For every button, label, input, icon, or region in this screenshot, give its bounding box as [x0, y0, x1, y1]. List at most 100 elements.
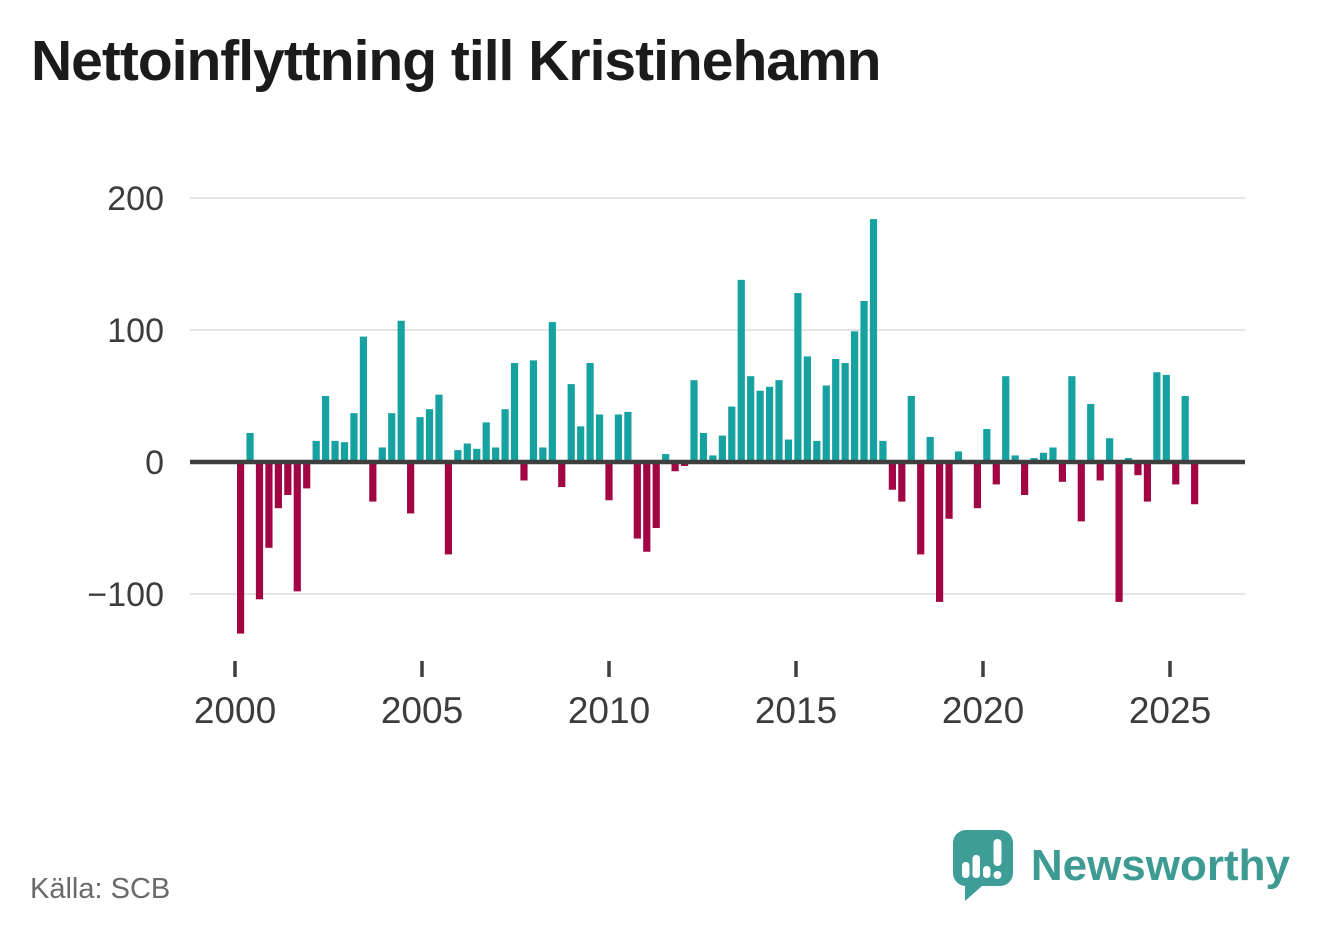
bar-2025-Q2 [1191, 462, 1199, 505]
bar-2009-Q4 [605, 462, 613, 501]
bar-2022-Q2 [1077, 462, 1085, 522]
bar-2021-Q3 [1049, 447, 1057, 462]
x-tick-label-2020: 2020 [942, 690, 1024, 731]
bar-2020-Q2 [1002, 376, 1010, 462]
x-tick-label-2005: 2005 [381, 690, 463, 731]
bar-2012-Q1 [690, 380, 698, 462]
bar-2007-Q1 [501, 409, 509, 462]
bar-2016-Q1 [841, 363, 849, 462]
x-tick-label-2025: 2025 [1129, 690, 1211, 731]
page-title: Nettoinflyttning till Kristinehamn [31, 29, 881, 93]
bar-2000-Q4 [265, 462, 273, 548]
bar-2017-Q1 [879, 440, 887, 462]
bar-2012-Q3 [709, 455, 717, 462]
bar-2024-Q1 [1143, 462, 1152, 502]
bar-2014-Q2 [775, 380, 783, 462]
bar-2009-Q2 [586, 363, 594, 462]
bar-2003-Q4 [378, 447, 386, 462]
bar-2013-Q1 [728, 406, 736, 462]
bar-2015-Q2 [813, 440, 821, 462]
bar-2018-Q1 [917, 462, 925, 555]
bar-2002-Q2 [322, 396, 330, 462]
bar-2004-Q2 [397, 320, 405, 462]
bar-2004-Q3 [407, 462, 415, 514]
bar-2018-Q4 [945, 462, 953, 519]
bar-2007-Q2 [510, 363, 519, 462]
bar-2008-Q4 [567, 384, 575, 462]
bar-2005-Q3 [444, 462, 453, 555]
bar-2014-Q1 [765, 386, 774, 462]
bar-2006-Q4 [492, 447, 500, 462]
bar-2011-Q1 [652, 462, 660, 528]
bar-2006-Q2 [473, 448, 481, 462]
bar-2005-Q4 [454, 450, 462, 462]
bar-2005-Q1 [425, 409, 434, 462]
bar-2010-Q3 [633, 462, 641, 539]
bar-2001-Q4 [303, 462, 311, 489]
bar-2015-Q4 [832, 359, 840, 462]
bar-2010-Q4 [643, 462, 651, 552]
bar-2012-Q4 [718, 435, 726, 462]
y-tick-label-200: 200 [107, 180, 164, 218]
bar-2016-Q2 [850, 331, 859, 462]
bar-2014-Q3 [784, 439, 793, 462]
bar-2022-Q3 [1087, 403, 1095, 462]
bar-2002-Q4 [340, 442, 349, 462]
bar-2001-Q1 [274, 462, 282, 509]
bar-2024-Q2 [1153, 372, 1161, 462]
bar-2020-Q4 [1021, 462, 1029, 495]
bar-2019-Q4 [983, 429, 991, 462]
bar-2008-Q2 [548, 322, 556, 462]
bar-2023-Q1 [1106, 438, 1114, 462]
bar-2020-Q1 [992, 462, 1000, 485]
bar-2014-Q4 [794, 293, 802, 462]
bar-2016-Q3 [860, 300, 868, 462]
newsworthy-logo: Newsworthy [951, 829, 1290, 903]
bar-2017-Q2 [888, 462, 896, 490]
bar-2008-Q1 [539, 447, 547, 462]
bar-2006-Q3 [482, 422, 490, 462]
bar-2004-Q1 [388, 413, 396, 462]
x-tick-label-2010: 2010 [568, 690, 650, 731]
bar-2024-Q4 [1172, 462, 1180, 485]
brand-name: Newsworthy [1030, 841, 1290, 890]
bar-2011-Q2 [662, 454, 670, 462]
bar-2023-Q4 [1134, 462, 1142, 476]
bar-2019-Q1 [954, 451, 963, 462]
bar-2000-Q3 [255, 462, 264, 600]
bar-2007-Q3 [520, 462, 528, 481]
bar-2021-Q4 [1058, 462, 1066, 482]
bar-2003-Q3 [369, 462, 377, 502]
bar-2012-Q2 [699, 432, 708, 462]
speech-bubble-bar-chart-icon [952, 830, 1013, 901]
bar-2008-Q3 [558, 462, 566, 488]
bar-2009-Q1 [577, 426, 585, 462]
bar-2022-Q1 [1068, 376, 1076, 462]
bar-2007-Q4 [529, 360, 538, 462]
bar-2010-Q1 [614, 414, 623, 462]
bar-2025-Q1 [1181, 396, 1189, 462]
bar-2004-Q4 [416, 417, 424, 462]
x-tick-label-2015: 2015 [755, 690, 837, 731]
y-tick-label-100: 100 [107, 312, 164, 350]
bar-2003-Q2 [359, 336, 367, 462]
bar-2015-Q1 [803, 356, 811, 462]
bar-2003-Q1 [350, 413, 358, 462]
bar-2017-Q4 [907, 396, 915, 462]
bar-2001-Q3 [293, 462, 301, 592]
bar-2000-Q1 [237, 462, 245, 634]
bar-2018-Q3 [936, 462, 944, 602]
bar-2002-Q1 [312, 440, 320, 462]
bar-2021-Q2 [1039, 452, 1048, 462]
bar-2017-Q3 [898, 462, 906, 502]
bar-2023-Q2 [1115, 462, 1123, 602]
source-note: Källa: SCB [30, 873, 171, 905]
bar-2013-Q4 [756, 390, 764, 462]
bar-2018-Q2 [926, 436, 934, 462]
bar-2010-Q2 [624, 411, 632, 462]
bar-2024-Q3 [1162, 374, 1170, 462]
bar-2005-Q2 [435, 394, 443, 462]
bar-2016-Q4 [869, 219, 878, 462]
